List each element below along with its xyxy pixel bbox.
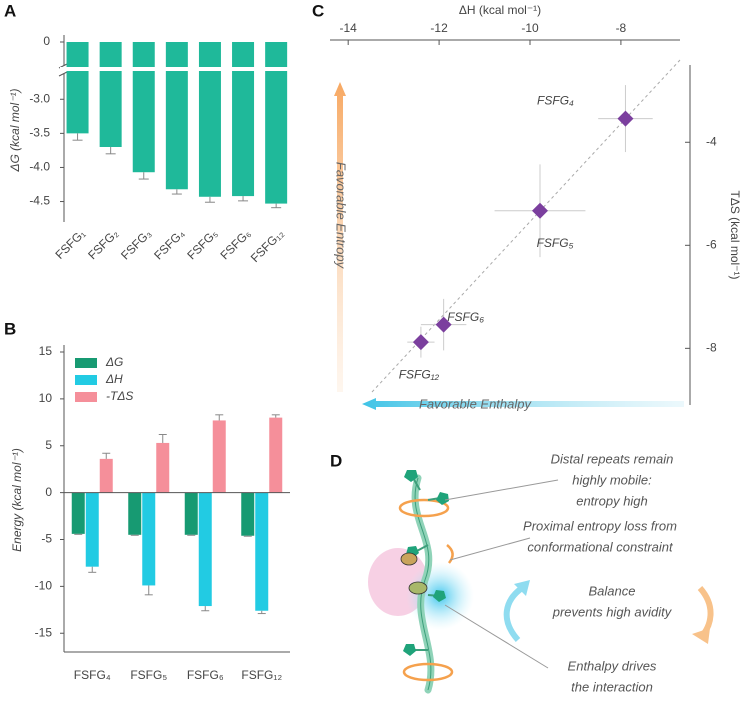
legend-swatch bbox=[75, 358, 97, 368]
y-tick-label: 10 bbox=[39, 391, 53, 405]
x-tick-label: -10 bbox=[521, 21, 539, 35]
x-tick-label: FSFG₃ bbox=[118, 226, 154, 262]
panel-label: C bbox=[312, 1, 324, 20]
axis-break bbox=[58, 71, 68, 77]
y-tick-label: -4 bbox=[706, 134, 717, 148]
legend-swatch bbox=[75, 392, 97, 402]
y-tick-label: 15 bbox=[39, 344, 53, 358]
point-label: FSFG₆ bbox=[447, 310, 484, 324]
point-label: FSFG₅ bbox=[537, 236, 574, 250]
x-tick-label: FSFG₄ bbox=[151, 226, 187, 262]
bar bbox=[198, 492, 212, 607]
y-axis-label: TΔS (kcal mol⁻¹) bbox=[728, 190, 742, 279]
y-tick-label: -4.0 bbox=[29, 160, 50, 174]
bar bbox=[128, 492, 142, 535]
point bbox=[617, 110, 634, 127]
x-tick-label: -12 bbox=[430, 21, 448, 35]
diagram-annotation: highly mobile: bbox=[572, 472, 652, 487]
diagram-annotation: prevents high avidity bbox=[552, 604, 673, 619]
bar bbox=[269, 417, 283, 493]
bar bbox=[85, 492, 99, 567]
x-tick-label: FSFG₂ bbox=[85, 226, 121, 262]
y-tick-label: 0 bbox=[43, 34, 50, 48]
y-tick-label: -5 bbox=[41, 532, 52, 546]
y-tick-label: 0 bbox=[45, 485, 52, 499]
point-label: FSFG₄ bbox=[537, 94, 574, 108]
bar bbox=[99, 42, 122, 147]
legend-label: -TΔS bbox=[106, 389, 133, 403]
y-tick-label: -4.5 bbox=[29, 194, 50, 208]
point bbox=[412, 334, 429, 351]
x-axis-label: ΔH (kcal mol⁻¹) bbox=[459, 3, 541, 17]
bar bbox=[99, 458, 113, 493]
y-tick-label: -6 bbox=[706, 237, 717, 251]
y-axis-label: Energy (kcal mol⁻¹) bbox=[10, 448, 24, 552]
diagram-annotation: the interaction bbox=[571, 679, 653, 694]
y-tick-label: -3.5 bbox=[29, 126, 50, 140]
y-tick-label: -8 bbox=[706, 341, 717, 355]
legend-label: ΔG bbox=[105, 355, 123, 369]
x-tick-label: FSFG₁ bbox=[53, 226, 88, 261]
x-tick-label: FSFG₁₂ bbox=[241, 668, 282, 682]
x-tick-label: FSFG₅ bbox=[130, 668, 167, 682]
bar bbox=[66, 42, 89, 134]
bar bbox=[142, 492, 156, 586]
x-tick-label: FSFG₄ bbox=[74, 668, 111, 682]
bar bbox=[198, 42, 221, 197]
diagram-annotation: Balance bbox=[589, 583, 636, 598]
point-label: FSFG₁₂ bbox=[399, 367, 440, 381]
bar bbox=[184, 492, 198, 535]
annotation: Favorable Entropy bbox=[334, 162, 349, 270]
y-tick-label: -10 bbox=[35, 579, 53, 593]
bar bbox=[212, 420, 226, 493]
x-tick-label: FSFG₆ bbox=[187, 668, 224, 682]
diagram-drawing bbox=[368, 470, 714, 694]
bar bbox=[265, 42, 288, 204]
bar bbox=[255, 492, 269, 611]
diagram-annotation: Proximal entropy loss from bbox=[523, 518, 677, 533]
diagram-annotation: entropy high bbox=[576, 493, 648, 508]
bar bbox=[241, 492, 255, 536]
entropy-arrow bbox=[334, 82, 346, 392]
bar bbox=[165, 42, 188, 190]
y-tick-label: -3.0 bbox=[29, 91, 50, 105]
annotation: Favorable Enthalpy bbox=[419, 396, 533, 411]
panel-label: D bbox=[330, 451, 342, 470]
panel-label: B bbox=[4, 319, 16, 338]
bar bbox=[156, 442, 170, 493]
panel-label: A bbox=[4, 1, 16, 20]
axis-break-gap bbox=[60, 67, 294, 71]
y-tick-label: 5 bbox=[45, 438, 52, 452]
x-tick-label: -8 bbox=[616, 21, 627, 35]
diagram-annotation: conformational constraint bbox=[527, 539, 674, 554]
enthalpy-arrow bbox=[362, 398, 684, 410]
point bbox=[435, 316, 452, 333]
bar bbox=[71, 492, 85, 534]
x-tick-label: FSFG₆ bbox=[217, 226, 253, 262]
x-tick-label: FSFG₁₂ bbox=[248, 226, 287, 265]
point bbox=[532, 202, 548, 219]
bar bbox=[232, 42, 255, 197]
y-axis-label: ΔG (kcal mol⁻¹) bbox=[8, 88, 22, 172]
y-tick-label: -15 bbox=[35, 625, 53, 639]
x-tick-label: -14 bbox=[340, 21, 358, 35]
bar bbox=[132, 42, 155, 173]
x-tick-label: FSFG₅ bbox=[184, 226, 220, 262]
legend-label: ΔH bbox=[105, 372, 123, 386]
legend-swatch bbox=[75, 375, 97, 385]
diagram-annotation: Distal repeats remain bbox=[551, 451, 674, 466]
diagram-annotation: Enthalpy drives bbox=[568, 658, 657, 673]
